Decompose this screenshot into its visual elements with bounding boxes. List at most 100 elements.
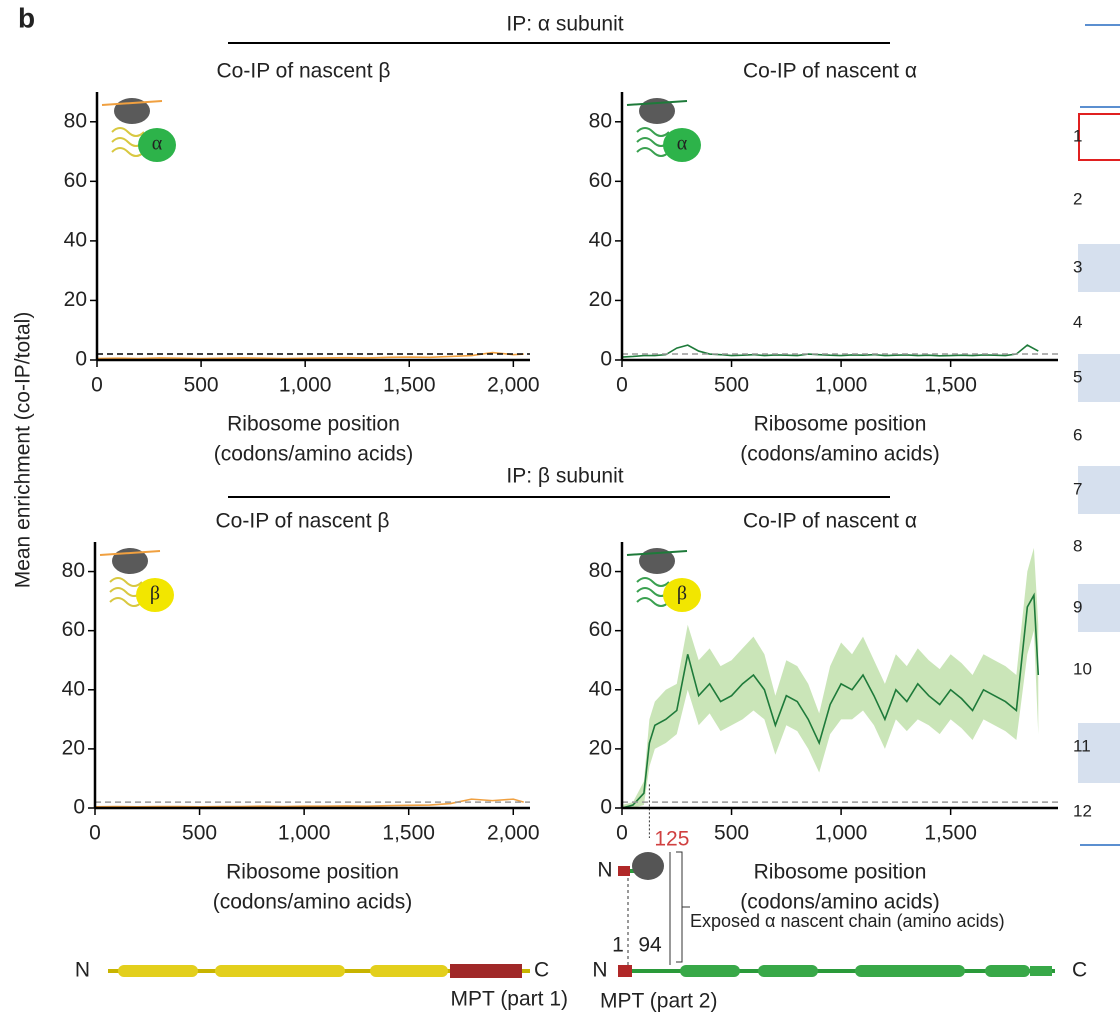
region-label: MPT (part 1) [451, 988, 568, 1011]
icon-label: β [150, 583, 160, 605]
chart-title: Co-IP of nascent α [743, 60, 917, 83]
residue-label: 94 [638, 934, 662, 957]
x-tick-label: 500 [184, 374, 219, 397]
confidence-band [622, 547, 1039, 808]
data-line [94, 798, 524, 808]
table-cell: 9 [1073, 597, 1082, 616]
icon-chain [99, 550, 161, 556]
panel-label: b [18, 2, 35, 33]
icon-subunit [136, 578, 174, 612]
protein-diagram [108, 964, 530, 978]
icon-subunit [663, 128, 701, 162]
x-axis-label: Ribosome position [754, 861, 927, 884]
icon-subunit [663, 578, 701, 612]
table-row-bg [1078, 584, 1120, 632]
x-tick-label: 2,000 [487, 374, 540, 397]
x-tick-label: 1,000 [278, 822, 331, 845]
x-tick-label: 0 [616, 374, 628, 397]
residue-label: 1 [612, 934, 624, 957]
y-tick-label: 60 [589, 618, 612, 641]
x-tick-label: 1,500 [924, 822, 977, 845]
table-cell: 4 [1073, 312, 1082, 331]
x-tick-label: 1,000 [279, 374, 332, 397]
table-cell: 8 [1073, 536, 1082, 555]
y-tick-label: 80 [62, 559, 85, 582]
table-cell: 3 [1073, 257, 1082, 276]
table-cell: 10 [1073, 659, 1092, 678]
x-axis-label: Ribosome position [226, 861, 399, 884]
y-tick-label: 60 [64, 169, 87, 192]
group-title: IP: α subunit [506, 13, 623, 36]
icon-label: β [677, 583, 687, 605]
table-row-bg [1078, 113, 1120, 161]
icon-label: α [677, 133, 688, 155]
y-axis-label: Mean enrichment (co-IP/total) [12, 312, 35, 589]
chart-title: Co-IP of nascent α [743, 510, 917, 533]
row-highlight [1078, 113, 1120, 161]
region-label: MPT (part 2) [600, 990, 717, 1013]
data-line [621, 344, 1039, 358]
y-tick-label: 40 [589, 677, 612, 700]
y-tick-label: 40 [589, 228, 612, 251]
x-axis-label: Ribosome position [227, 413, 400, 436]
x-axis-label: (codons/amino acids) [740, 891, 940, 914]
icon-chain [101, 100, 163, 106]
group-title: IP: β subunit [506, 465, 623, 488]
table-row-bg [1078, 354, 1120, 402]
y-tick-label: 20 [64, 288, 87, 311]
terminus-label: N [597, 859, 612, 882]
y-tick-label: 20 [589, 288, 612, 311]
x-tick-label: 1,500 [383, 374, 436, 397]
table-cell: 11 [1073, 736, 1091, 755]
y-tick-label: 60 [62, 618, 85, 641]
x-tick-label: 0 [91, 374, 103, 397]
y-tick-label: 60 [589, 169, 612, 192]
y-tick-label: 20 [589, 736, 612, 759]
x-axis-label: (codons/amino acids) [214, 443, 414, 466]
y-tick-label: 0 [75, 348, 87, 371]
y-tick-label: 20 [62, 736, 85, 759]
x-tick-label: 500 [714, 374, 749, 397]
y-tick-label: 80 [589, 559, 612, 582]
y-tick-label: 40 [62, 677, 85, 700]
x-axis-label: (codons/amino acids) [213, 891, 413, 914]
table-row-bg [1078, 466, 1120, 514]
table-cell: 5 [1073, 367, 1082, 386]
data-line [96, 351, 524, 360]
x-tick-label: 1,500 [382, 822, 435, 845]
data-line [621, 592, 1040, 809]
x-tick-label: 1,000 [815, 374, 868, 397]
terminus-label: N [592, 959, 607, 982]
terminus-label: C [534, 959, 549, 982]
terminus-label: N [75, 959, 90, 982]
y-tick-label: 80 [589, 109, 612, 132]
icon-chain [626, 550, 688, 556]
table-cell: 12 [1073, 801, 1092, 820]
y-tick-label: 0 [600, 796, 612, 819]
y-tick-label: 0 [73, 796, 85, 819]
x-tick-label: 500 [182, 822, 217, 845]
y-tick-label: 80 [64, 109, 87, 132]
table-cell: 2 [1073, 189, 1082, 208]
x-tick-label: 500 [714, 822, 749, 845]
table-cell: 1 [1073, 126, 1082, 145]
x-tick-label: 0 [89, 822, 101, 845]
x-tick-label: 1,000 [815, 822, 868, 845]
chart-title: Co-IP of nascent β [216, 510, 390, 533]
x-tick-label: 2,000 [487, 822, 540, 845]
table-cell: 7 [1073, 479, 1082, 498]
terminus-label: C [1072, 959, 1087, 982]
table-row-bg [1078, 244, 1120, 292]
position-label: 125 [654, 828, 689, 851]
y-tick-label: 40 [64, 228, 87, 251]
x-tick-label: 0 [616, 822, 628, 845]
icon-label: α [152, 133, 163, 155]
y-tick-label: 0 [600, 348, 612, 371]
icon-subunit [138, 128, 176, 162]
x-axis-label: (codons/amino acids) [740, 443, 940, 466]
annotation: Exposed α nascent chain (amino acids) [690, 911, 1005, 931]
icon-chain [626, 100, 688, 106]
